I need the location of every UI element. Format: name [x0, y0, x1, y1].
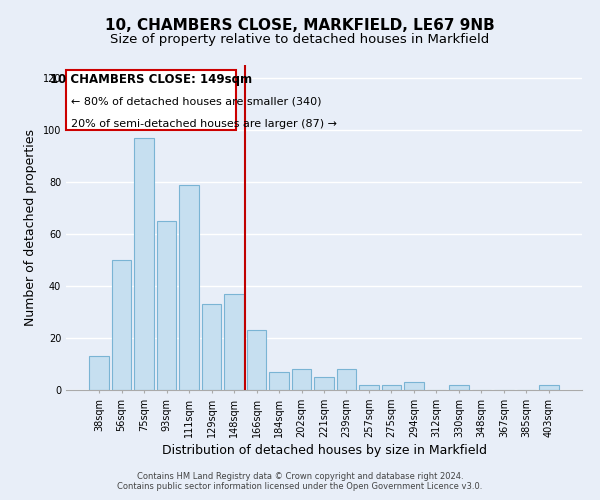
Bar: [449, 385, 469, 390]
Text: Contains HM Land Registry data © Crown copyright and database right 2024.: Contains HM Land Registry data © Crown c…: [137, 472, 463, 481]
Bar: [269, 372, 289, 390]
X-axis label: Distribution of detached houses by size in Markfield: Distribution of detached houses by size …: [161, 444, 487, 457]
Bar: [539, 385, 559, 390]
Bar: [202, 304, 221, 390]
Text: 10 CHAMBERS CLOSE: 149sqm: 10 CHAMBERS CLOSE: 149sqm: [50, 74, 252, 86]
Bar: [359, 385, 379, 390]
Bar: [179, 184, 199, 390]
Bar: [89, 356, 109, 390]
Bar: [292, 369, 311, 390]
Text: 10, CHAMBERS CLOSE, MARKFIELD, LE67 9NB: 10, CHAMBERS CLOSE, MARKFIELD, LE67 9NB: [105, 18, 495, 32]
Text: 20% of semi-detached houses are larger (87) →: 20% of semi-detached houses are larger (…: [71, 119, 337, 129]
Bar: [112, 260, 131, 390]
Bar: [247, 330, 266, 390]
Bar: [337, 369, 356, 390]
Bar: [157, 221, 176, 390]
Bar: [314, 377, 334, 390]
Text: Size of property relative to detached houses in Markfield: Size of property relative to detached ho…: [110, 32, 490, 46]
Bar: [134, 138, 154, 390]
Bar: [224, 294, 244, 390]
Y-axis label: Number of detached properties: Number of detached properties: [24, 129, 37, 326]
Bar: [404, 382, 424, 390]
Bar: [382, 385, 401, 390]
Text: Contains public sector information licensed under the Open Government Licence v3: Contains public sector information licen…: [118, 482, 482, 491]
FancyBboxPatch shape: [66, 70, 236, 130]
Text: ← 80% of detached houses are smaller (340): ← 80% of detached houses are smaller (34…: [71, 96, 322, 106]
